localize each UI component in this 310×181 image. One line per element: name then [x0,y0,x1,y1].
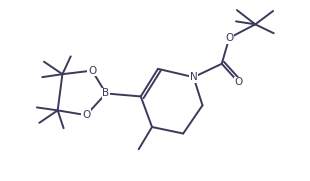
Text: O: O [82,110,90,120]
Text: O: O [88,66,96,76]
Text: N: N [190,72,197,82]
Text: O: O [235,77,243,87]
Text: B: B [103,89,110,98]
Text: O: O [225,33,233,43]
